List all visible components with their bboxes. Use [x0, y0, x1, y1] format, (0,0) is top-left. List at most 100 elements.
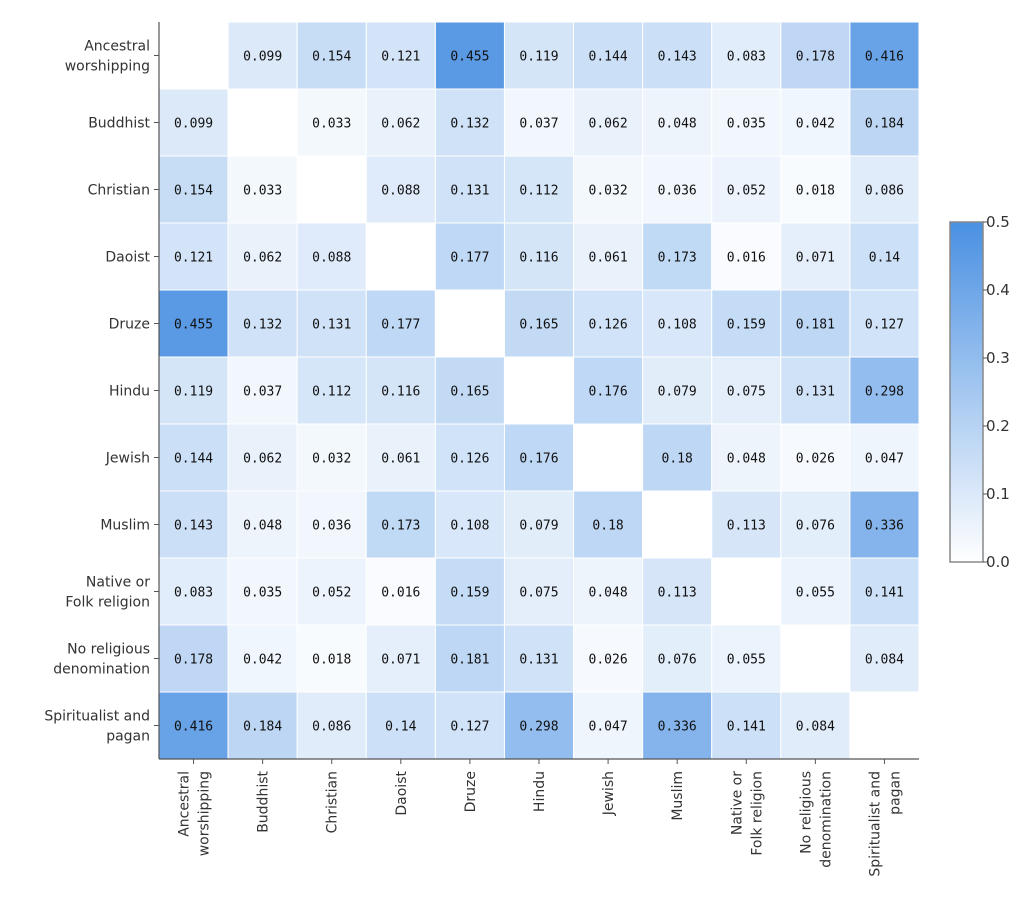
heatmap-cell: [849, 155, 920, 224]
cell-value-label: 0.033: [312, 117, 351, 132]
heatmap-cell: [365, 557, 436, 626]
heatmap-cell: [573, 557, 644, 626]
x-tick-label-christian: Christian: [325, 771, 341, 833]
cell-value-label: 0.132: [450, 117, 489, 132]
x-axis-labels: Ancestral worshipping Buddhist Christian Dao…: [177, 770, 904, 876]
heatmap-cell: [642, 490, 713, 559]
cell-value-label: 0.079: [658, 385, 697, 400]
x-tick-label-muslim: Muslim: [670, 771, 686, 821]
cell-value-label: 0.416: [865, 50, 904, 65]
cell-value-label: 0.159: [727, 318, 766, 333]
cell-value-label: 0.055: [727, 653, 766, 668]
heatmap-cell: [158, 155, 229, 224]
heatmap-cell: [642, 155, 713, 224]
cell-value-label: 0.083: [174, 586, 213, 601]
cell-value-label: 0.112: [312, 385, 351, 400]
x-tick-label-native-or-folk-religion: Folk religion: [749, 771, 765, 856]
heatmap-cell: [503, 624, 575, 693]
heatmap-cell: [711, 222, 782, 291]
cell-value-label: 0.298: [865, 385, 904, 400]
x-tick-label-spiritualist-and-pagan: pagan: [887, 771, 903, 815]
cell-value-label: 0.042: [243, 653, 282, 668]
heatmap-cell: [158, 624, 229, 693]
y-tick-label-spiritualist-and-pagan: Spiritualist and: [44, 709, 150, 725]
y-tick-label-druze: Druze: [109, 317, 150, 333]
heatmap-cell: [503, 356, 575, 425]
heatmap-cell: [573, 490, 644, 559]
cell-value-label: 0.141: [727, 720, 766, 735]
cell-value-label: 0.116: [519, 251, 558, 266]
heatmap-cell: [849, 423, 920, 492]
cell-value-label: 0.018: [312, 653, 351, 668]
heatmap-cell: [503, 155, 575, 224]
heatmap-cell: [711, 289, 782, 358]
cell-value-label: 0.086: [312, 720, 351, 735]
heatmap-cell: [711, 423, 782, 492]
colorbar: 0.5 0.4 0.3 0.2 0.1 0.0: [949, 213, 1010, 571]
y-tick-label-christian: Christian: [88, 183, 150, 199]
cell-value-label: 0.176: [519, 452, 558, 467]
heatmap-cell: [365, 490, 436, 559]
heatmap-cell: [642, 691, 713, 760]
colorbar-tick-label: 0.5: [986, 213, 1010, 231]
heatmap-cell: [642, 624, 713, 693]
cell-value-label: 0.143: [174, 519, 213, 534]
heatmap-cell: [158, 423, 229, 492]
heatmap-cell: [158, 222, 229, 291]
heatmap-cell: [434, 289, 505, 358]
axes: [154, 22, 919, 764]
cell-value-label: 0.047: [865, 452, 904, 467]
cell-value-label: 0.079: [519, 519, 558, 534]
heatmap-cell: [434, 88, 505, 157]
heatmap-cell: [780, 691, 851, 760]
cell-value-label: 0.076: [658, 653, 697, 668]
y-tick-label-hindu: Hindu: [109, 384, 150, 400]
heatmap-cell: [227, 557, 298, 626]
cell-value-label: 0.177: [450, 251, 489, 266]
heatmap-cell: [780, 557, 851, 626]
heatmap-cell: [365, 356, 436, 425]
heatmap-cell: [573, 423, 644, 492]
heatmap-cell: [711, 21, 782, 90]
heatmap-cell: [711, 557, 782, 626]
x-tick-label-ancestral-worshipping: worshipping: [197, 771, 213, 856]
heatmap-cell: [573, 289, 644, 358]
y-tick-label-buddhist: Buddhist: [88, 116, 150, 132]
y-axis-labels: Ancestral worshipping Buddhist Christian Dao…: [44, 39, 150, 745]
cell-value-label: 0.047: [589, 720, 628, 735]
x-tick-label-jewish: Jewish: [601, 771, 617, 816]
cell-value-label: 0.052: [312, 586, 351, 601]
cell-value-label: 0.035: [243, 586, 282, 601]
heatmap-cell: [296, 557, 367, 626]
y-tick-label-spiritualist-and-pagan: pagan: [106, 729, 150, 745]
cell-value-label: 0.184: [243, 720, 282, 735]
y-tick-label-no-religious-denomination: No religious: [67, 642, 150, 658]
cell-value-label: 0.455: [450, 50, 489, 65]
heatmap-cell: [780, 423, 851, 492]
heatmap-cell: [365, 222, 436, 291]
heatmap-cell: [434, 356, 505, 425]
cell-value-label: 0.121: [381, 50, 420, 65]
cell-value-label: 0.036: [312, 519, 351, 534]
cell-value-label: 0.016: [727, 251, 766, 266]
cell-value-label: 0.181: [796, 318, 835, 333]
heatmap-cell: [158, 356, 229, 425]
cell-value-label: 0.052: [727, 184, 766, 199]
heatmap-cell: [573, 222, 644, 291]
cell-value-label: 0.088: [381, 184, 420, 199]
cell-value-label: 0.119: [174, 385, 213, 400]
heatmap-cell: [434, 624, 505, 693]
cell-value-label: 0.159: [450, 586, 489, 601]
heatmap-cell: [849, 88, 920, 157]
heatmap-cell: [849, 490, 920, 559]
cell-value-label: 0.088: [312, 251, 351, 266]
heatmap-cells: 0.099 0.154 0.121 0.455 0.119 0.144 0.143 0.083…: [158, 21, 920, 760]
heatmap-cell: [780, 289, 851, 358]
cell-value-label: 0.173: [381, 519, 420, 534]
heatmap-cell: [227, 88, 298, 157]
x-tick-label-no-religious-denomination: No religious: [798, 771, 814, 854]
cell-value-label: 0.14: [869, 251, 900, 266]
x-tick-label-ancestral-worshipping: Ancestral: [177, 771, 193, 837]
heatmap-cell: [780, 356, 851, 425]
cell-value-label: 0.132: [243, 318, 282, 333]
